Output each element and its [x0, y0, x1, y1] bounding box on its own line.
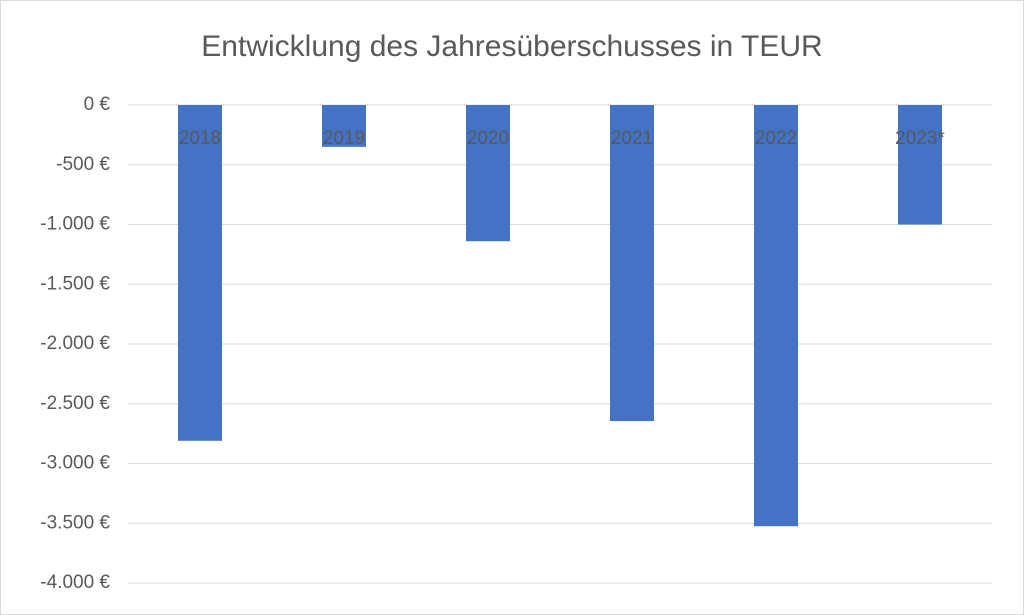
x-tick-label: 2023* [895, 128, 945, 149]
y-tick-label: -1.000 € [40, 214, 110, 235]
bar [754, 105, 798, 527]
y-tick-label: -4.000 € [40, 572, 110, 593]
bars [178, 105, 942, 527]
grid [128, 104, 992, 584]
bar [322, 105, 366, 147]
y-tick-label: -500 € [56, 154, 110, 175]
chart-title: Entwicklung des Jahresüberschusses in TE… [201, 30, 822, 63]
y-tick-label: 0 € [84, 94, 111, 115]
x-tick-label: 2018 [179, 128, 221, 149]
y-tick-label: -2.500 € [40, 393, 110, 414]
bar [610, 105, 654, 422]
x-tick-label: 2022 [755, 128, 797, 149]
bar [178, 105, 222, 441]
x-tick-label: 2019 [323, 128, 365, 149]
bar [898, 105, 942, 225]
y-tick-label: -3.500 € [40, 512, 110, 533]
x-tick-label: 2020 [467, 128, 509, 149]
labels: 0 € -500 € -1.000 € -1.500 € -2.000 € -2.500 … [40, 94, 945, 593]
y-tick-label: -1.500 € [40, 273, 110, 294]
x-tick-label: 2021 [611, 128, 653, 149]
bar [466, 105, 510, 242]
y-tick-label: -2.000 € [40, 333, 110, 354]
y-tick-label: -3.000 € [40, 453, 110, 474]
